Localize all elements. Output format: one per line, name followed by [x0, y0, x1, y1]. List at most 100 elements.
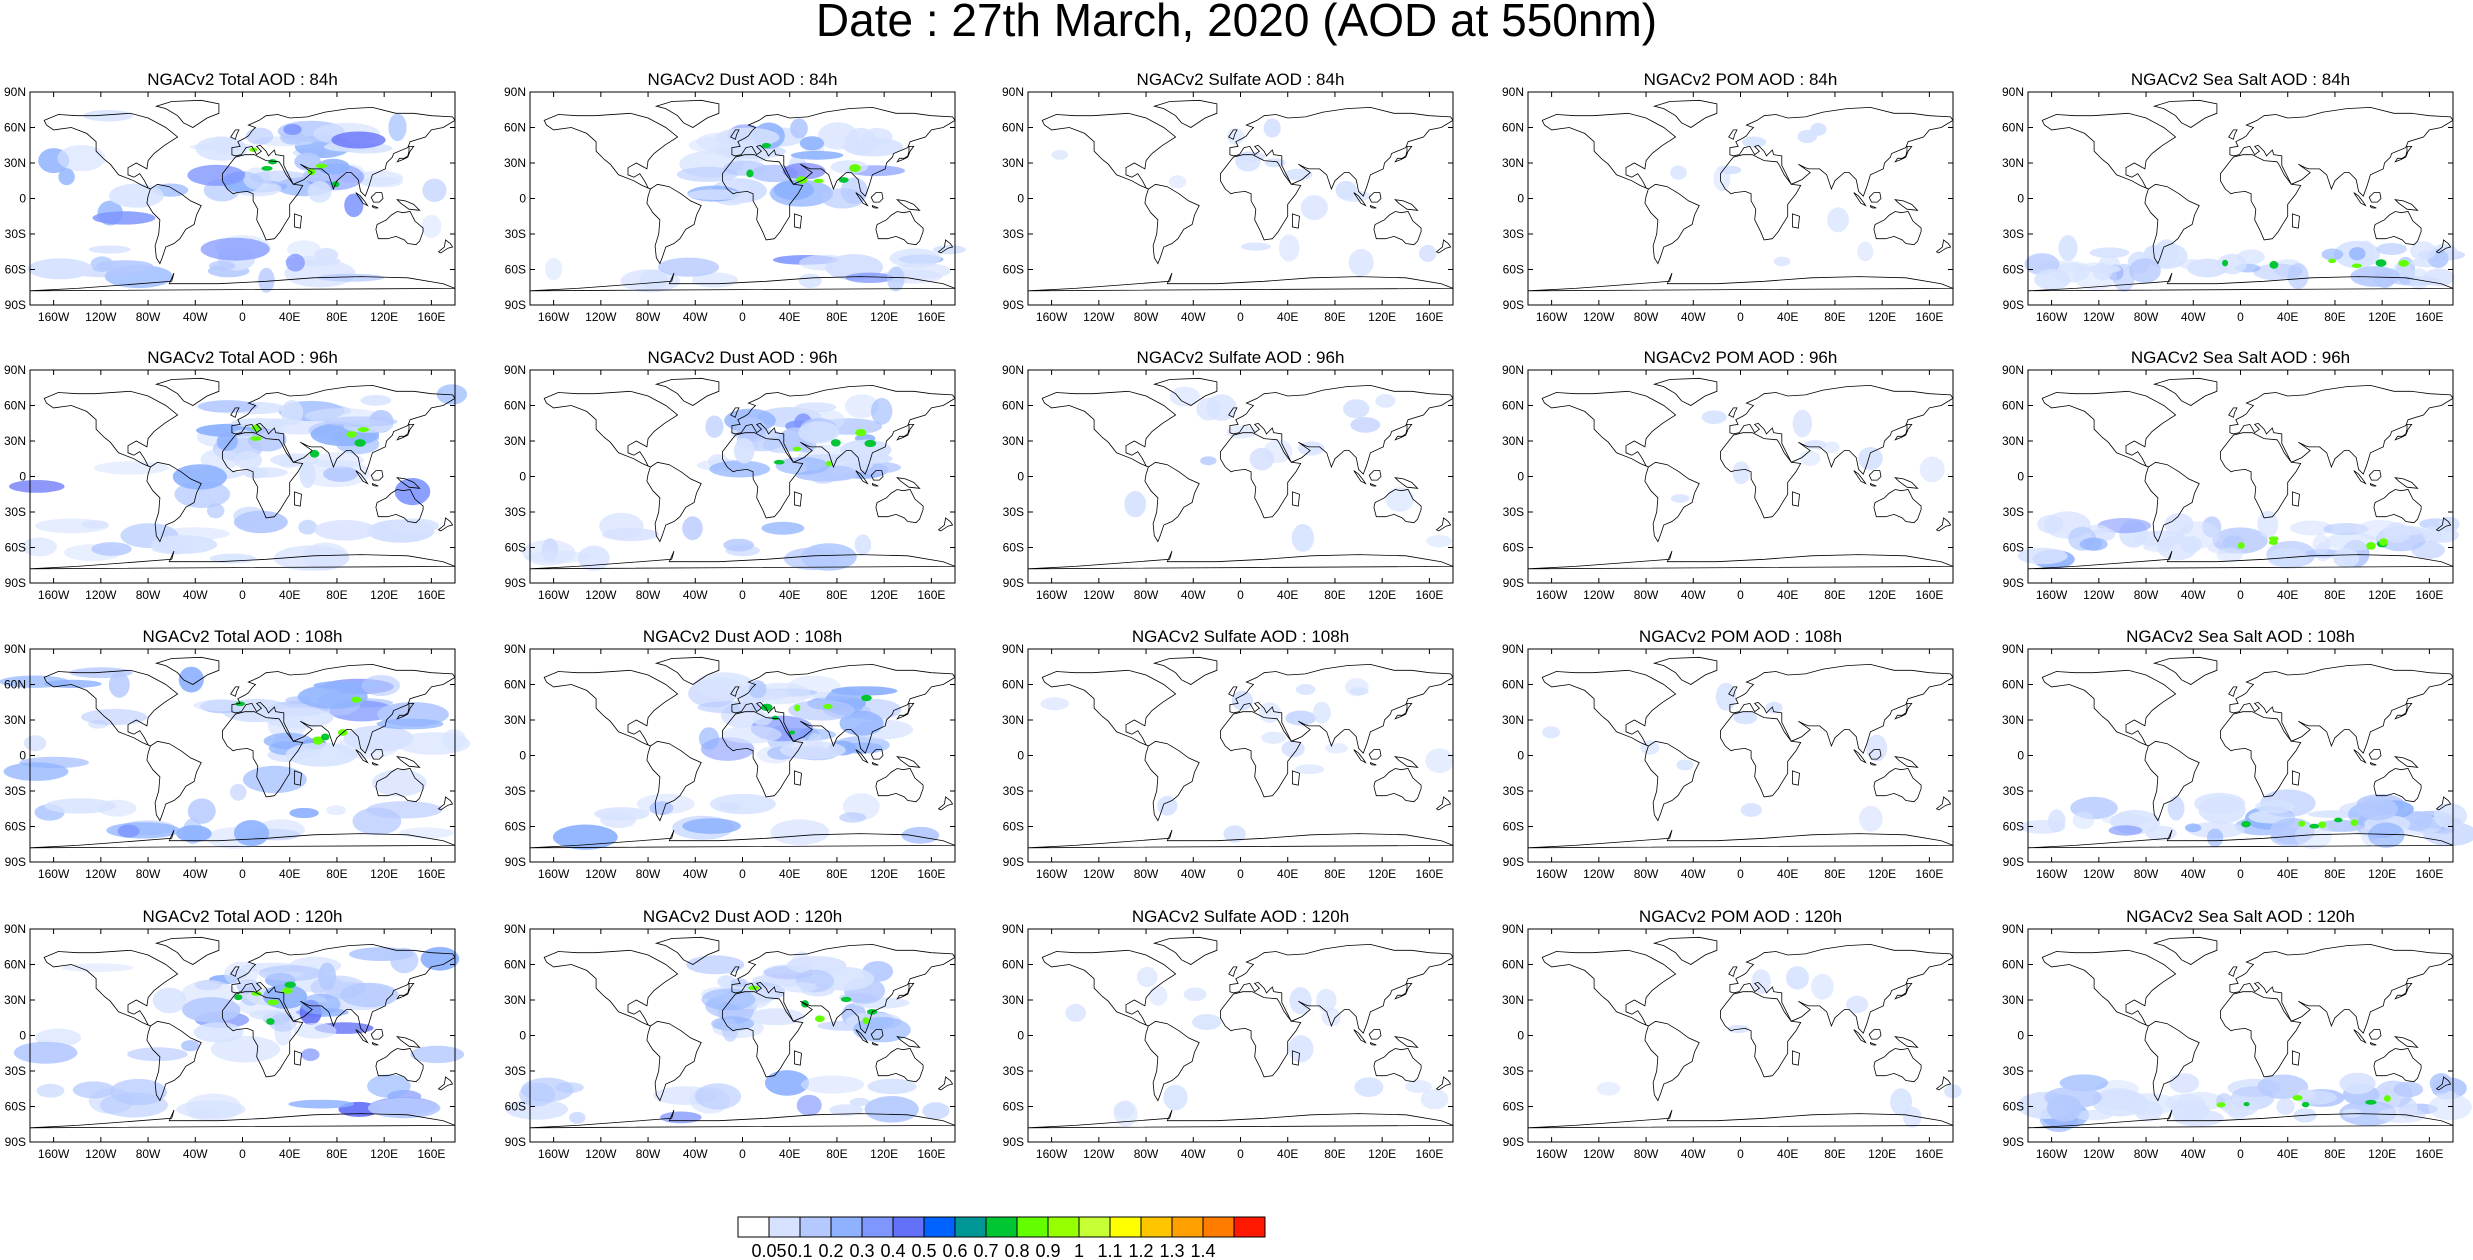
lat-tick-label: 60S — [505, 263, 526, 277]
lon-tick-label: 160W — [38, 867, 70, 881]
lat-tick-label: 60S — [1003, 263, 1024, 277]
map-panel: NGACv2 Sulfate AOD : 120h 90N 60N 30N 0 30S 60… — [1002, 907, 1460, 1176]
lon-tick-label: 0 — [1737, 310, 1744, 324]
lat-tick-label: 60N — [2002, 121, 2024, 135]
lon-tick-label: 80E — [1824, 1147, 1845, 1161]
lon-tick-label: 40W — [2181, 588, 2206, 602]
lon-tick-label: 0 — [1237, 867, 1244, 881]
lat-tick-label: 90N — [1002, 642, 1024, 656]
map-frame — [1027, 928, 1454, 1143]
map-panel: NGACv2 Total AOD : 84h 90N 60N 30N 0 30S 60S 90… — [4, 70, 462, 339]
lon-tick-label: 160W — [1536, 867, 1568, 881]
lat-tick-label: 60S — [1003, 1100, 1024, 1114]
panel-title: NGACv2 Total AOD : 120h — [142, 907, 343, 926]
lat-tick-label: 30N — [1502, 434, 1524, 448]
lat-tick-label: 90N — [1502, 363, 1524, 377]
lon-tick-label: 40E — [1277, 310, 1298, 324]
aod-field — [2017, 510, 2460, 570]
lat-tick-label: 90N — [504, 85, 526, 99]
lat-tick-label: 30N — [4, 713, 26, 727]
lon-tick-label: 40W — [1681, 1147, 1706, 1161]
lon-tick-label: 160E — [917, 588, 945, 602]
lon-tick-label: 40E — [1777, 867, 1798, 881]
lat-tick-label: 90N — [1502, 642, 1524, 656]
lon-tick-label: 0 — [1237, 1147, 1244, 1161]
coastlines — [1527, 656, 1954, 849]
panel-title: NGACv2 POM AOD : 84h — [1643, 70, 1838, 89]
lat-tick-label: 60S — [505, 820, 526, 834]
lon-tick-label: 120E — [370, 588, 398, 602]
lon-tick-label: 80W — [1134, 310, 1159, 324]
world-map: 90N 60N 30N 0 30S 60S 90S 160W 120W 80W 40W 0 40E 80E… — [1502, 85, 1954, 324]
world-map: 90N 60N 30N 0 30S 60S 90S 160W 120W 80W 40W 0 40E 80E… — [504, 922, 956, 1161]
lat-tick-label: 60N — [2002, 399, 2024, 413]
lat-tick-label: 30S — [505, 505, 526, 519]
coastlines — [529, 99, 956, 292]
lat-tick-label: 90N — [1002, 85, 1024, 99]
world-map: 90N 60N 30N 0 30S 60S 90S 160W 120W 80W 40W 0 40E 80E… — [1002, 642, 1454, 881]
lat-tick-label: 30S — [2003, 227, 2024, 241]
lon-tick-label: 120E — [870, 1147, 898, 1161]
world-map: 90N 60N 30N 0 30S 60S 90S 160W 120W 80W 40W 0 40E 80E… — [1502, 922, 1962, 1161]
colorbar-swatch — [737, 1216, 770, 1238]
lon-tick-label: 0 — [239, 588, 246, 602]
lon-tick-label: 120E — [1368, 867, 1396, 881]
lon-tick-label: 80E — [1324, 1147, 1345, 1161]
lat-tick-label: 0 — [519, 749, 526, 763]
lon-tick-label: 0 — [239, 1147, 246, 1161]
colorbar-label: 1.4 — [1190, 1241, 1215, 1260]
map-panel: NGACv2 Sulfate AOD : 96h 90N 60N 30N 0 30S 60S… — [1002, 348, 1460, 617]
lat-tick-label: 30S — [5, 505, 26, 519]
lon-tick-label: 0 — [2237, 867, 2244, 881]
world-map: 90N 60N 30N 0 30S 60S 90S 160W 120W 80W 40W 0 40E 80E… — [2002, 922, 2472, 1161]
lon-tick-label: 40W — [2181, 310, 2206, 324]
map-panel: NGACv2 Total AOD : 96h 90N 60N 30N 0 30S 60S 90… — [4, 348, 468, 617]
lon-tick-label: 0 — [1737, 867, 1744, 881]
world-map: 90N 60N 30N 0 30S 60S 90S 160W 120W 80W 40W 0 40E 80E… — [1002, 363, 1454, 602]
lat-tick-label: 90N — [1002, 922, 1024, 936]
lon-tick-label: 120E — [2368, 1147, 2396, 1161]
coastlines — [529, 656, 956, 849]
lat-tick-label: 30N — [2002, 156, 2024, 170]
lat-tick-label: 60N — [4, 399, 26, 413]
lon-tick-label: 0 — [739, 588, 746, 602]
lat-tick-label: 90S — [2003, 298, 2024, 312]
lat-tick-label: 90S — [5, 1135, 26, 1149]
map-frame — [1527, 648, 1954, 863]
lat-tick-label: 90N — [1002, 363, 1024, 377]
lon-tick-label: 0 — [1737, 588, 1744, 602]
lon-tick-label: 0 — [739, 310, 746, 324]
lon-tick-label: 40W — [1681, 588, 1706, 602]
lon-tick-label: 120E — [870, 867, 898, 881]
lon-tick-label: 160W — [2036, 1147, 2068, 1161]
lon-tick-label: 80W — [136, 310, 161, 324]
figure-title: Date : 27th March, 2020 (AOD at 550nm) — [815, 0, 1658, 46]
lon-tick-label: 40E — [2277, 867, 2298, 881]
lat-tick-label: 60N — [4, 678, 26, 692]
lat-tick-label: 0 — [19, 192, 26, 206]
lon-tick-label: 0 — [239, 310, 246, 324]
lon-tick-label: 40W — [683, 310, 708, 324]
lat-tick-label: 30N — [4, 156, 26, 170]
aod-field — [1596, 966, 1962, 1128]
colorbar-label: 0.3 — [849, 1241, 874, 1260]
lat-tick-label: 30S — [1503, 784, 1524, 798]
lon-tick-label: 160E — [417, 867, 445, 881]
lon-tick-label: 80E — [1324, 588, 1345, 602]
colorbar-swatch — [1233, 1216, 1266, 1238]
aod-field — [0, 666, 471, 849]
colorbar-label: 1.3 — [1159, 1241, 1184, 1260]
lat-tick-label: 90N — [2002, 85, 2024, 99]
lon-tick-label: 0 — [739, 867, 746, 881]
colorbar-label: 0.5 — [911, 1241, 936, 1260]
lon-tick-label: 120W — [1083, 588, 1115, 602]
coastlines — [1527, 936, 1954, 1129]
lat-tick-label: 60S — [505, 541, 526, 555]
lon-tick-label: 80W — [1634, 867, 1659, 881]
lat-tick-label: 60S — [505, 1100, 526, 1114]
colorbar-label: 1.1 — [1097, 1241, 1122, 1260]
map-panel: NGACv2 Sulfate AOD : 84h 90N 60N 30N 0 30S 60S… — [1002, 70, 1460, 339]
colorbar: 0.05 0.1 0.2 0.3 0.4 0.5 0.6 0.7 0.8 0.9 1 1.1 1.2 1.… — [737, 1216, 1266, 1260]
lat-tick-label: 30N — [2002, 434, 2024, 448]
lon-tick-label: 40E — [1277, 588, 1298, 602]
